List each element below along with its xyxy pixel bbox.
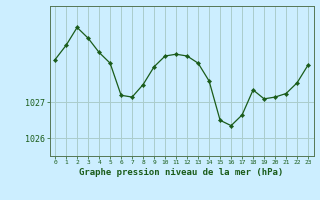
X-axis label: Graphe pression niveau de la mer (hPa): Graphe pression niveau de la mer (hPa) [79,168,284,177]
